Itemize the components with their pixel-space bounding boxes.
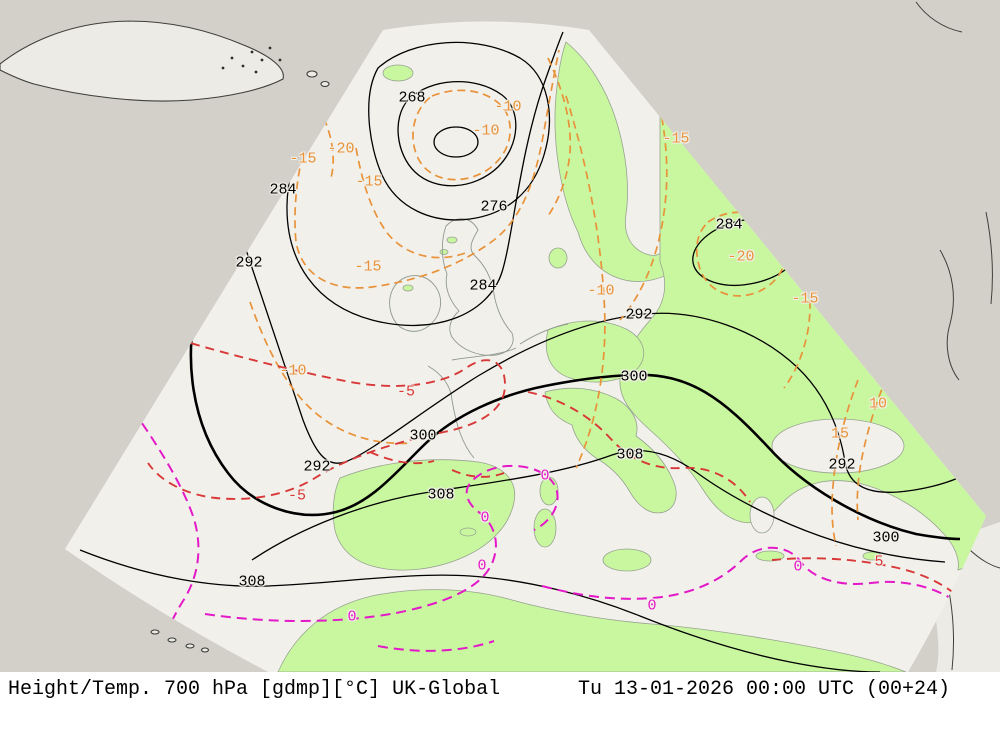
caption-bar: Height/Temp. 700 hPa [gdmp][°C] UK-Globa… [0,672,1000,733]
island [200,647,210,653]
temp-contours-orange [249,41,903,547]
scotland-speck [439,249,449,255]
denmark [548,247,568,269]
temp-contours-magenta [132,409,953,652]
britain-coast [441,218,514,356]
island [306,70,318,78]
corsica [539,476,559,506]
contour-292 [229,201,959,493]
temp-contours-red [147,329,956,595]
contour-276 [368,41,551,221]
greenland-speckles [221,46,282,74]
island [320,80,330,88]
island [150,629,160,635]
caption-parameter: Height/Temp. 700 hPa [gdmp][°C] UK-Globa… [8,678,501,701]
contour-268 [397,80,517,187]
sicily [602,548,652,572]
contour-308-north [251,449,946,563]
north-sea-coast [519,323,569,345]
island [167,637,177,643]
iceland-edge [382,64,414,82]
cyprus [862,551,882,561]
italy [544,387,677,514]
ireland-speck [402,284,414,292]
balearics [459,527,477,537]
weather-map-svg [0,0,1000,672]
aegean-sea [749,496,775,534]
island [185,643,195,649]
contour-308-south [79,549,881,672]
crete [755,550,785,562]
sardinia [533,508,557,548]
caption-valid-time: Tu 13-01-2026 00:00 UTC (00+24) [578,678,951,701]
france-west-coast [427,365,475,459]
scotland-speck [446,236,458,244]
map-canvas: 268 284 276 292 284 284 292 300 292 300 308 308 292 3… [0,0,1000,672]
channel-coast [451,347,517,361]
contour-low-core [433,126,479,158]
greenland-coast [0,20,284,102]
